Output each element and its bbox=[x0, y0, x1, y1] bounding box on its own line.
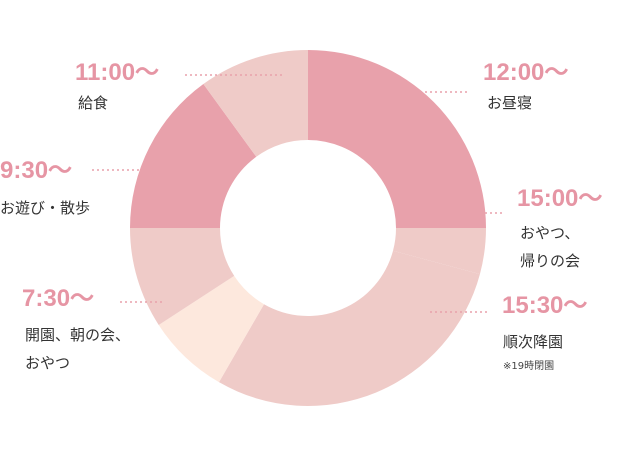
activity-label: おやつ、 bbox=[520, 224, 579, 242]
activity-label: 給食 bbox=[78, 94, 108, 112]
time-label: 9:30〜 bbox=[0, 157, 72, 184]
activity-label: 帰りの会 bbox=[520, 252, 580, 270]
activity-label: お昼寝 bbox=[487, 94, 532, 112]
donut-segment bbox=[203, 50, 308, 157]
donut-segment bbox=[308, 50, 486, 228]
donut-segment bbox=[219, 250, 480, 406]
time-label: 15:00〜 bbox=[517, 185, 602, 212]
donut-segment bbox=[158, 275, 264, 383]
donut-segment bbox=[130, 83, 257, 229]
activity-label: お遊び・散歩 bbox=[0, 199, 90, 217]
closing-note: ※19時閉園 bbox=[503, 360, 554, 372]
time-label: 7:30〜 bbox=[22, 285, 94, 312]
time-label: 12:00〜 bbox=[483, 59, 568, 86]
activity-label: 順次降園 bbox=[503, 333, 563, 351]
activity-label: おやつ bbox=[25, 354, 70, 372]
donut-segment bbox=[130, 228, 235, 325]
time-label: 11:00〜 bbox=[75, 59, 159, 86]
activity-label: 開園、朝の会、 bbox=[25, 326, 130, 344]
time-label: 15:30〜 bbox=[502, 292, 587, 319]
donut-segment bbox=[393, 228, 486, 275]
